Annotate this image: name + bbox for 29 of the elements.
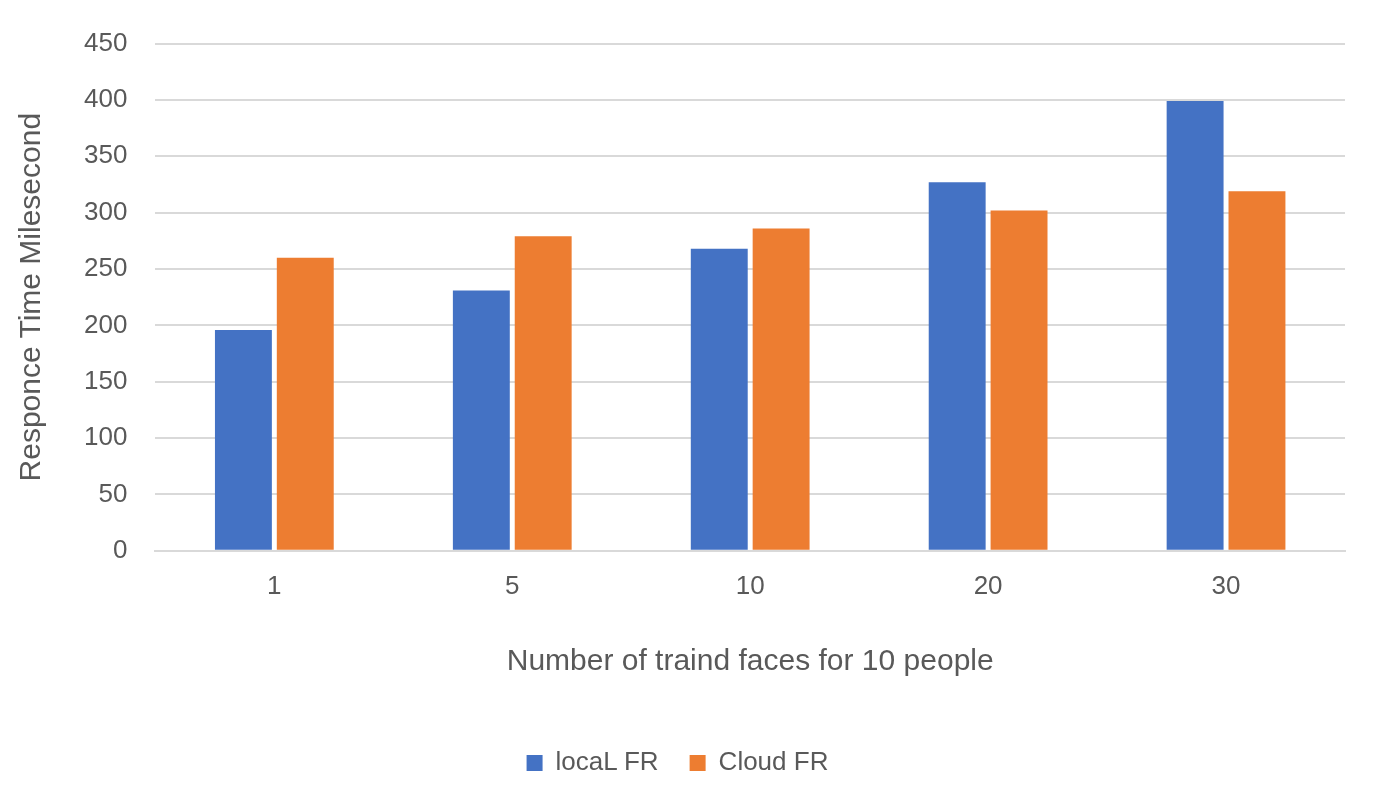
x-tick-label: 20 (973, 569, 1003, 600)
x-tick-label: 10 (735, 569, 765, 600)
bar (928, 182, 986, 550)
y-tick-label: 150 (83, 364, 128, 395)
y-tick-label: 300 (83, 195, 128, 226)
y-tick-label: 450 (83, 26, 128, 57)
y-tick-label: 350 (83, 139, 128, 170)
y-tick-label: 100 (83, 421, 128, 452)
y-tick-label: 0 (112, 533, 128, 564)
y-tick-label: 400 (83, 83, 128, 114)
legend-label: Cloud FR (718, 746, 829, 777)
bar (1228, 191, 1286, 550)
y-tick-label: 250 (83, 252, 128, 283)
bar (452, 290, 510, 550)
x-tick-label: 5 (505, 569, 520, 600)
x-axis-title: Number of traind faces for 10 people (506, 643, 994, 677)
bar (752, 228, 810, 550)
bar (990, 210, 1048, 550)
y-axis-title: Responce Time Milesecond (13, 112, 47, 482)
x-tick-label: 30 (1211, 569, 1241, 600)
bar (276, 257, 334, 550)
bar (514, 236, 572, 550)
bar (690, 248, 748, 550)
y-tick-label: 200 (83, 308, 128, 339)
y-tick-label: 50 (98, 477, 128, 508)
legend-label: locaL FR (555, 746, 659, 777)
bar (214, 329, 272, 550)
bar (1166, 101, 1224, 550)
x-tick-label: 1 (267, 569, 282, 600)
